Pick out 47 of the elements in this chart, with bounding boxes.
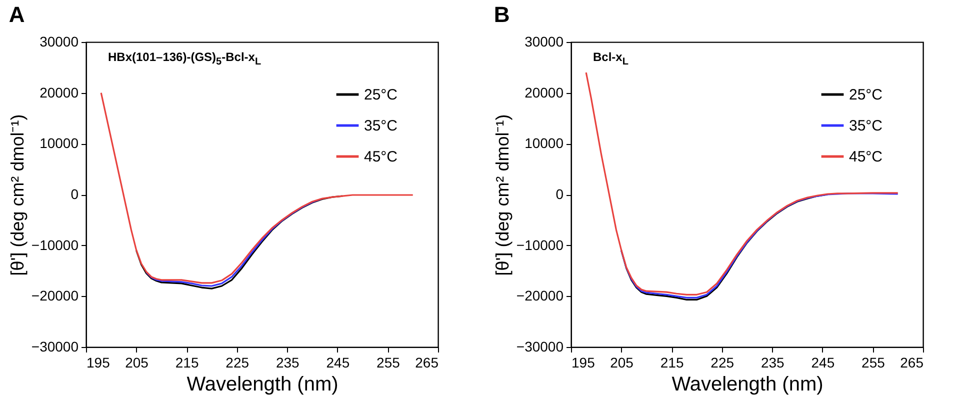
legend-label: 25°C [849,86,883,104]
y-tick-label: −30000 [31,338,79,354]
x-tick-label: 265 [415,354,439,370]
x-tick-label: 205 [125,354,149,370]
x-tick-label: 195 [86,354,110,370]
x-tick-label: 225 [226,354,250,370]
x-tick-label: 245 [326,354,350,370]
x-tick-label: 235 [276,354,300,370]
x-tick-label: 265 [900,354,924,370]
x-axis-title: Wavelength (nm) [186,374,338,396]
x-tick-label: 195 [572,354,596,370]
legend-label: 25°C [364,86,398,104]
x-tick-label: 245 [811,354,835,370]
y-tick-label: 20000 [40,84,79,100]
legend-label: 45°C [364,148,398,166]
y-axis-title: [θ'] (deg cm² dmol⁻¹) [492,114,512,276]
line-series [585,72,899,296]
x-tick-label: 235 [760,354,785,370]
x-tick-label: 215 [175,354,199,370]
y-tick-label: −20000 [31,288,79,304]
annotation: Bcl-x$_{L}$ [593,50,628,68]
y-tick-label: 0 [556,186,564,202]
line-series [146,198,324,287]
y-tick-label: 30000 [524,34,564,50]
y-tick-label: 10000 [40,135,79,152]
legend-label: 35°C [364,118,398,134]
legend-label: 45°C [849,148,883,166]
y-tick-label: 20000 [524,84,564,100]
chart-title: B [494,2,510,27]
annotation: HBx(101–136)-(GS)$_{5}$-Bcl-x$_{L}$ [108,50,262,68]
x-tick-label: 255 [862,354,886,370]
x-tick-label: 255 [376,354,400,370]
x-tick-label: 215 [660,354,684,370]
y-tick-label: 10000 [524,135,564,152]
x-tick-label: 205 [610,354,634,370]
y-tick-label: −10000 [516,236,564,253]
line-series [620,192,899,298]
y-tick-label: 30000 [40,34,79,50]
y-tick-label: −20000 [516,288,564,304]
y-tick-label: 0 [70,186,79,202]
y-axis-title: [θ'] (deg cm² dmol⁻¹) [7,114,28,276]
x-tick-label: 225 [710,354,734,370]
x-axis-title: Wavelength (nm) [672,374,824,396]
chart-title: A [8,2,25,27]
y-tick-label: −30000 [516,338,564,354]
y-tick-label: −10000 [31,236,79,253]
legend-label: 35°C [849,118,883,134]
